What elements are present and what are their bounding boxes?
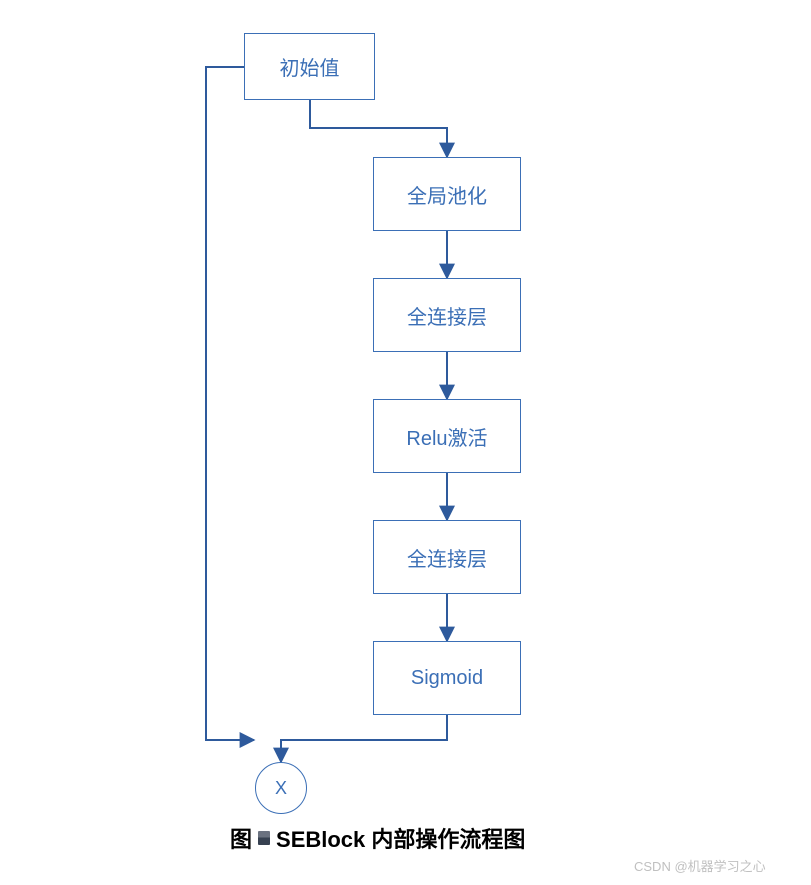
edge-6 bbox=[206, 67, 254, 740]
node-label: 全局池化 bbox=[407, 180, 487, 209]
watermark-text: CSDN @机器学习之心 bbox=[634, 856, 766, 875]
flowchart-node-n4: 全连接层 bbox=[373, 520, 521, 594]
node-label: 初始值 bbox=[280, 52, 340, 81]
node-label: Relu激活 bbox=[406, 422, 487, 451]
flowchart-node-n0: 初始值 bbox=[244, 33, 375, 100]
edge-5 bbox=[281, 715, 447, 762]
node-label: Sigmoid bbox=[411, 667, 483, 690]
flowchart-multiply-node: X bbox=[255, 762, 307, 814]
flowchart-node-n2: 全连接层 bbox=[373, 278, 521, 352]
edge-0 bbox=[310, 100, 447, 157]
circle-node-label: X bbox=[275, 778, 287, 799]
caption-text: SEBlock 内部操作流程图 bbox=[276, 822, 525, 854]
flowchart-node-n1: 全局池化 bbox=[373, 157, 521, 231]
caption-marker-icon bbox=[258, 831, 270, 845]
node-label: 全连接层 bbox=[407, 543, 487, 572]
flowchart-node-n3: Relu激活 bbox=[373, 399, 521, 473]
caption-prefix: 图 bbox=[230, 822, 252, 854]
flowchart-node-n5: Sigmoid bbox=[373, 641, 521, 715]
node-label: 全连接层 bbox=[407, 301, 487, 330]
figure-caption: 图 SEBlock 内部操作流程图 bbox=[230, 822, 525, 854]
